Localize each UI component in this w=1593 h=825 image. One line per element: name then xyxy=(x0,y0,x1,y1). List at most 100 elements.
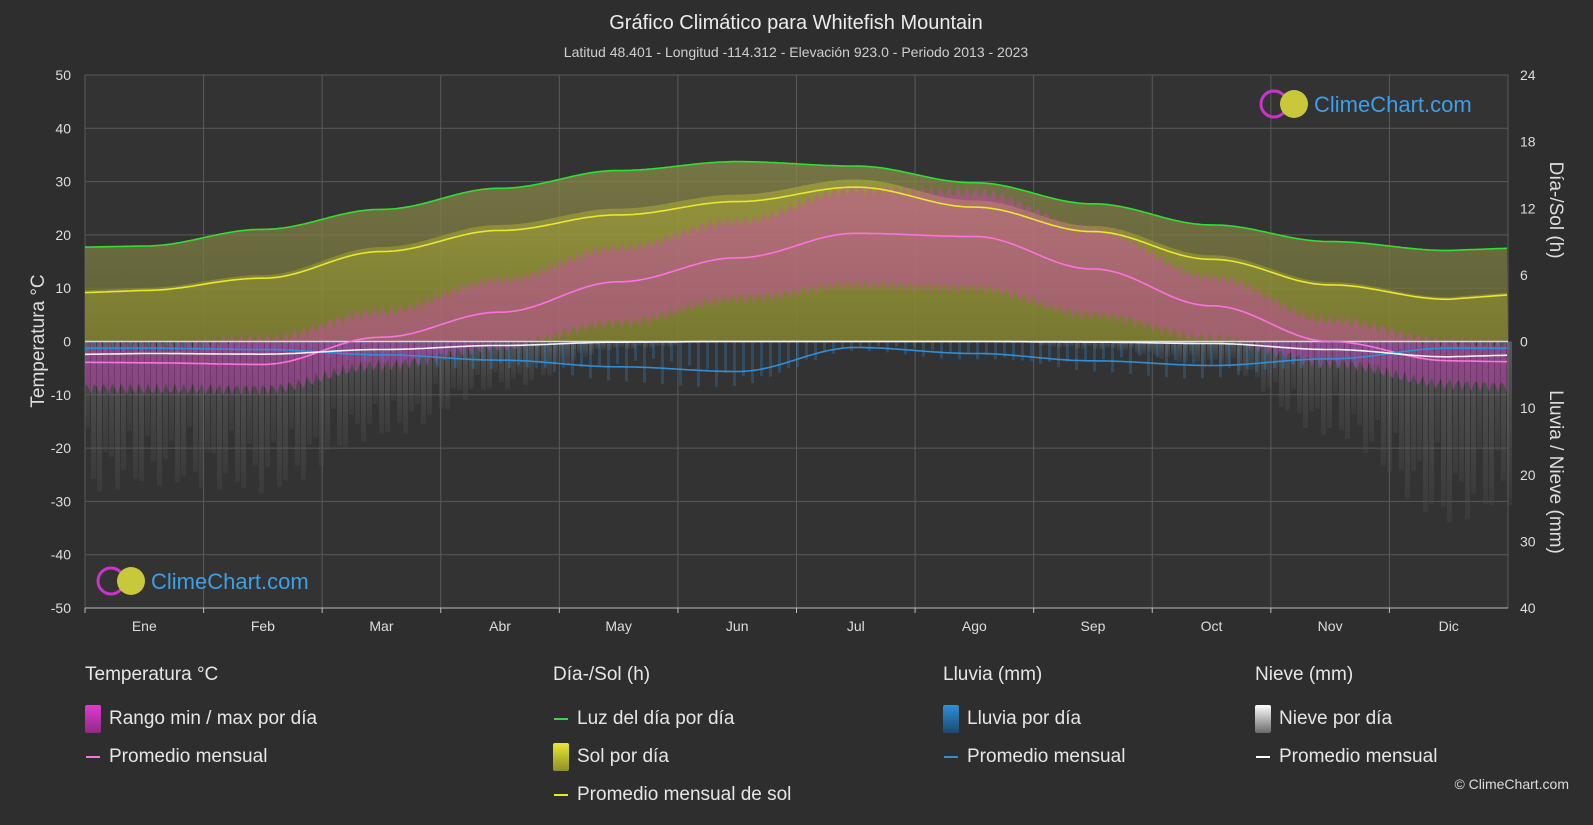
snow-day-bar xyxy=(1225,341,1230,365)
snow-day-bar xyxy=(145,341,150,437)
rain-day-bar xyxy=(283,341,286,353)
rain-day-bar xyxy=(679,341,682,386)
rain-day-bar xyxy=(1138,341,1141,356)
snow-day-bar xyxy=(211,341,216,454)
rain-day-bar xyxy=(724,341,727,373)
rain-day-bar xyxy=(1264,341,1267,370)
rain-day-bar xyxy=(1354,341,1357,368)
rain-day-bar xyxy=(535,341,538,369)
rain-swatch xyxy=(943,705,959,733)
snow-day-bar xyxy=(1375,341,1380,420)
rain-day-bar xyxy=(553,341,556,372)
snow-day-bar xyxy=(1447,341,1452,523)
rain-day-bar xyxy=(265,341,268,353)
snow-day-bar xyxy=(343,341,348,449)
y-left-tick-label: -50 xyxy=(51,600,71,616)
legend-snow-daily-label: Nieve por día xyxy=(1279,708,1393,729)
snow-day-bar xyxy=(571,341,576,361)
legend-temp-range-label: Rango min / max por día xyxy=(109,708,318,729)
snow-day-bar xyxy=(577,341,582,354)
snow-day-bar xyxy=(1153,341,1158,355)
snow-day-bar xyxy=(1051,341,1056,347)
x-tick-label: Nov xyxy=(1318,618,1343,634)
rain-day-bar xyxy=(778,341,781,373)
chart-title: Gráfico Climático para Whitefish Mountai… xyxy=(609,12,982,34)
snow-day-bar xyxy=(1087,341,1092,347)
snow-day-bar xyxy=(493,341,498,373)
rain-day-bar xyxy=(967,341,970,354)
snow-day-bar xyxy=(277,341,282,487)
y-axis-right-bottom-label: Lluvia / Nieve (mm) xyxy=(1545,390,1566,554)
snow-day-bar xyxy=(175,341,180,483)
daylight-line xyxy=(85,160,1508,252)
rain-day-bar xyxy=(121,341,124,352)
snow-day-bar xyxy=(1309,341,1314,412)
snow-day-bar xyxy=(1057,341,1062,348)
y-axis-right-top-label: Día-/Sol (h) xyxy=(1545,161,1566,258)
legend-temp-avg: Promedio mensual xyxy=(85,738,317,776)
rain-day-bar xyxy=(1192,341,1195,364)
rain-day-bar xyxy=(1408,341,1411,357)
legend-snow-daily: Nieve por día xyxy=(1255,700,1437,738)
snow-day-bar xyxy=(433,341,438,385)
snow-day-bar xyxy=(325,341,330,451)
snow-day-bar xyxy=(1501,341,1506,481)
snow-day-bar xyxy=(1267,341,1272,389)
y-left-tick-label: -20 xyxy=(51,440,71,456)
snow-day-bar xyxy=(1435,341,1440,443)
snow-day-bar xyxy=(1321,341,1326,436)
snow-day-bar xyxy=(439,341,444,409)
rain-day-bar xyxy=(796,341,799,367)
rain-day-bar xyxy=(1093,341,1096,372)
snow-day-bar xyxy=(1399,341,1404,470)
snow-swatch xyxy=(1255,705,1271,733)
rain-day-bar xyxy=(580,341,583,368)
rain-day-bar xyxy=(823,341,826,353)
snow-day-bar xyxy=(1099,341,1104,350)
snow-day-bar xyxy=(589,341,594,355)
snow-day-bar xyxy=(1351,341,1356,414)
snow-day-bar xyxy=(1327,341,1332,429)
y-right-bottom-tick-label: 40 xyxy=(1520,600,1536,616)
y-left-tick-label: 50 xyxy=(55,67,71,83)
rain-day-bar xyxy=(1003,341,1006,358)
rain-day-bar xyxy=(436,341,439,367)
legend-sunshine-avg: Promedio mensual de sol xyxy=(553,776,791,814)
snow-day-bar xyxy=(481,341,486,390)
rain-day-bar xyxy=(1462,341,1465,352)
rain-day-bar xyxy=(1165,341,1168,378)
rain-day-bar xyxy=(1282,341,1285,369)
snow-day-bar xyxy=(151,341,156,462)
legend-snow-avg-label: Promedio mensual xyxy=(1279,746,1438,767)
temp-avg-swatch xyxy=(86,756,100,758)
snow-day-bar xyxy=(1279,341,1284,407)
rain-day-bar xyxy=(895,341,898,347)
snow-day-bar xyxy=(1189,341,1194,356)
rain-day-bar xyxy=(1237,341,1240,375)
snow-day-bar xyxy=(1285,341,1290,411)
legend-rain: Lluvia (mm) Lluvia por día Promedio mens… xyxy=(943,660,1125,776)
snow-day-bar xyxy=(133,341,138,479)
rain-day-bar xyxy=(1039,341,1042,364)
snow-day-bar xyxy=(1483,341,1488,505)
rain-day-bar xyxy=(1111,341,1114,373)
snow-day-bar xyxy=(259,341,264,494)
snow-day-bar xyxy=(1333,341,1338,396)
snow-day-bar xyxy=(295,341,300,467)
logo-top-text: ClimeChart.com xyxy=(1314,92,1472,117)
rain-day-bar xyxy=(139,341,142,353)
snow-day-bar xyxy=(1105,341,1110,348)
snow-day-bar xyxy=(265,341,270,467)
snow-day-bar xyxy=(307,341,312,445)
rain-day-bar xyxy=(247,341,250,354)
rain-day-bar xyxy=(742,341,745,376)
rain-day-bar xyxy=(400,341,403,364)
snow-day-bar xyxy=(457,341,462,391)
snow-day-bar xyxy=(565,341,570,367)
snow-day-bar xyxy=(1093,341,1098,349)
rain-day-bar xyxy=(625,341,628,382)
rain-day-bar xyxy=(805,341,808,360)
rain-day-bar xyxy=(1156,341,1159,357)
rain-day-bar xyxy=(94,341,97,349)
snow-day-bar xyxy=(127,341,132,432)
